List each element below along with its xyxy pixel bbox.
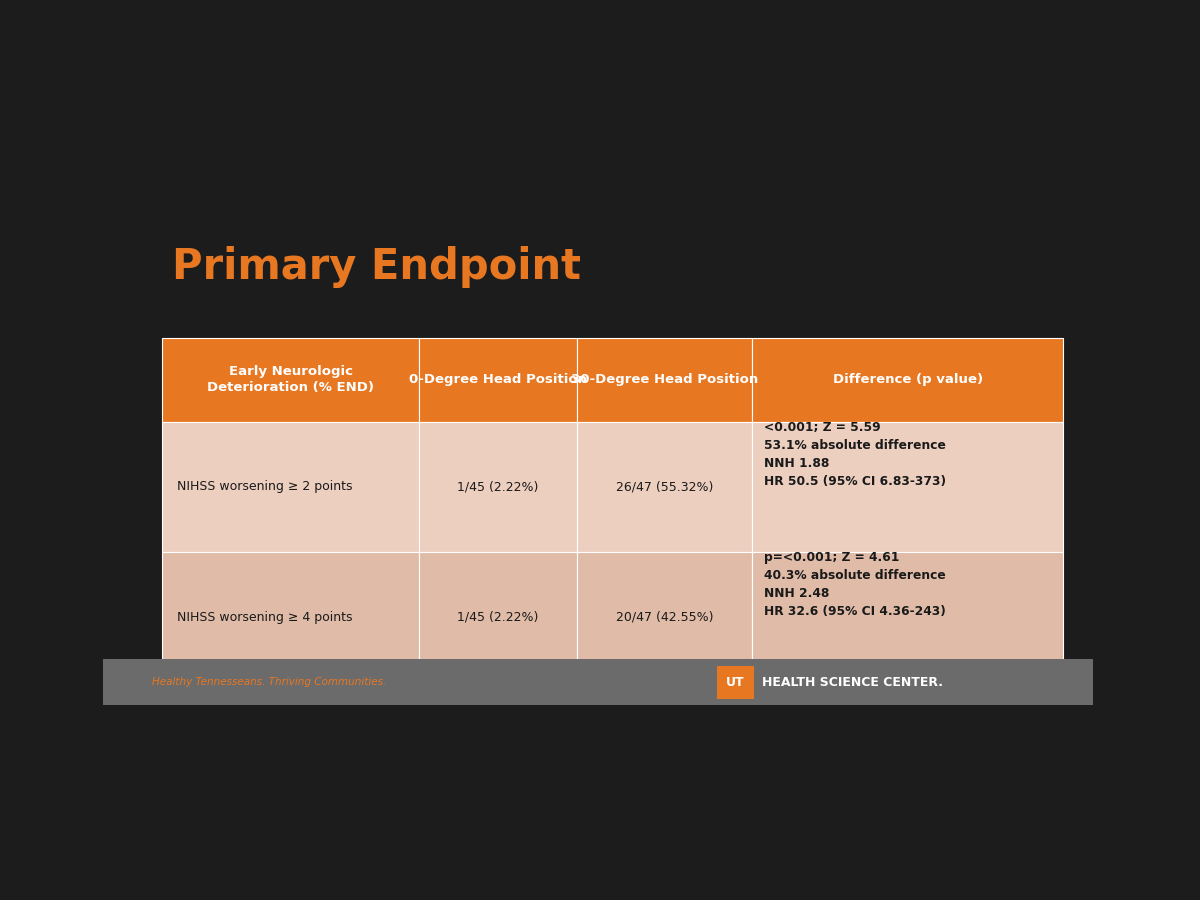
Bar xyxy=(577,338,752,422)
Bar xyxy=(752,552,1063,682)
Text: 30-Degree Head Position: 30-Degree Head Position xyxy=(571,374,758,386)
Text: 1/45 (2.22%): 1/45 (2.22%) xyxy=(457,610,539,624)
Text: 20/47 (42.55%): 20/47 (42.55%) xyxy=(616,610,714,624)
Bar xyxy=(419,552,577,682)
Bar xyxy=(577,552,752,682)
Bar xyxy=(162,552,419,682)
Text: NIHSS worsening ≥ 4 points: NIHSS worsening ≥ 4 points xyxy=(178,610,353,624)
Text: NIHSS worsening ≥ 2 points: NIHSS worsening ≥ 2 points xyxy=(178,481,353,493)
Bar xyxy=(419,422,577,552)
Text: Early Neurologic
Deterioration (% END): Early Neurologic Deterioration (% END) xyxy=(208,365,374,394)
Text: 1/45 (2.22%): 1/45 (2.22%) xyxy=(457,481,539,493)
Text: 0-Degree Head Position: 0-Degree Head Position xyxy=(409,374,587,386)
Text: <0.001; Z = 5.59
53.1% absolute difference
NNH 1.88
HR 50.5 (95% CI 6.83-373): <0.001; Z = 5.59 53.1% absolute differen… xyxy=(764,421,947,488)
Text: 26/47 (55.32%): 26/47 (55.32%) xyxy=(616,481,713,493)
Bar xyxy=(752,338,1063,422)
Bar xyxy=(716,666,755,699)
Text: Healthy Tennesseans. Thriving Communities.: Healthy Tennesseans. Thriving Communitie… xyxy=(152,677,386,687)
Bar xyxy=(752,422,1063,552)
Text: HEALTH SCIENCE CENTER.: HEALTH SCIENCE CENTER. xyxy=(762,676,943,688)
Bar xyxy=(103,659,1093,705)
Bar xyxy=(419,338,577,422)
Text: Primary Endpoint: Primary Endpoint xyxy=(173,246,581,288)
Text: Difference (p value): Difference (p value) xyxy=(833,374,983,386)
Bar xyxy=(162,338,419,422)
Bar xyxy=(577,422,752,552)
Text: UT: UT xyxy=(726,676,745,688)
Text: p=<0.001; Z = 4.61
40.3% absolute difference
NNH 2.48
HR 32.6 (95% CI 4.36-243): p=<0.001; Z = 4.61 40.3% absolute differ… xyxy=(764,551,946,618)
Bar xyxy=(162,422,419,552)
